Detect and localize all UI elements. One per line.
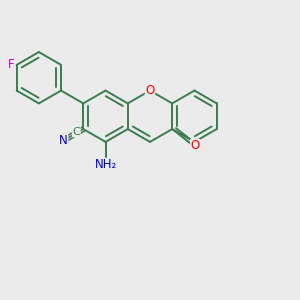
Text: N: N — [59, 134, 68, 147]
Text: O: O — [190, 140, 200, 152]
Text: C: C — [72, 127, 80, 137]
Text: F: F — [8, 58, 14, 71]
Text: O: O — [146, 84, 154, 97]
Text: NH₂: NH₂ — [94, 158, 117, 171]
